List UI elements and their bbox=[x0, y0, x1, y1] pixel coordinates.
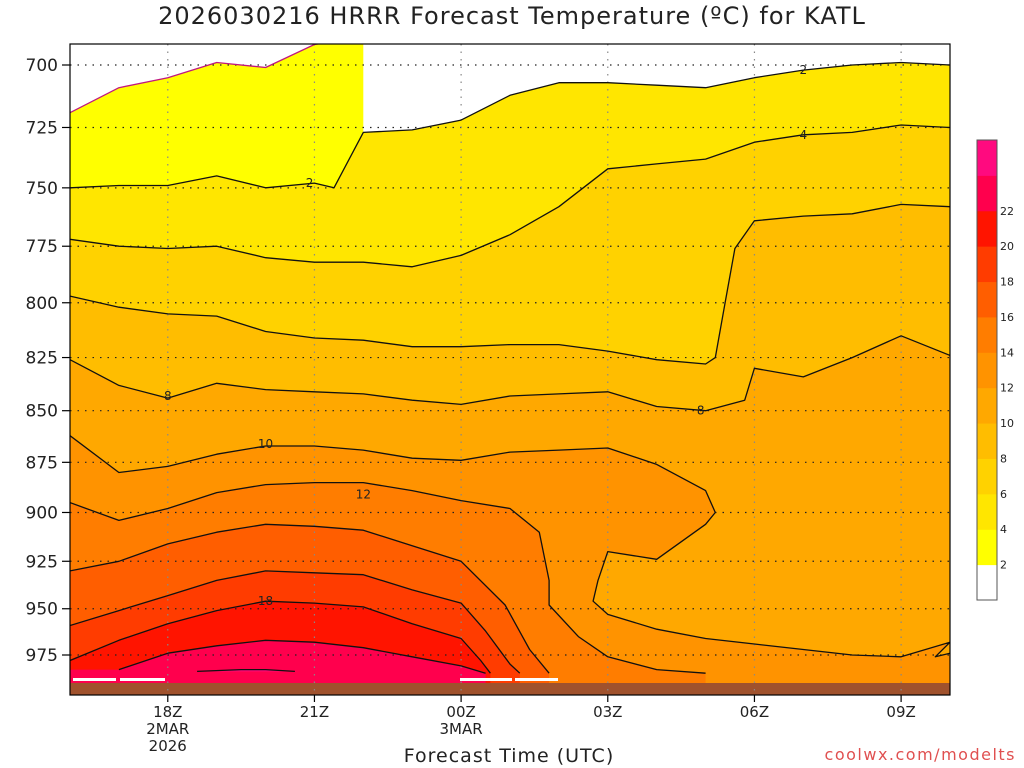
x-tick-year: 2026 bbox=[149, 737, 187, 755]
colorbar-label-4: 4 bbox=[1000, 523, 1007, 536]
x-axis-label: Forecast Time (UTC) bbox=[403, 745, 615, 767]
contour-line-4 bbox=[70, 124, 950, 268]
y-tick-label-925: 925 bbox=[26, 552, 58, 572]
y-tick-label-750: 750 bbox=[26, 179, 58, 199]
contour-label-2: 2 bbox=[800, 63, 808, 77]
colorbar-swatch-2 bbox=[977, 529, 997, 566]
x-tick-label-00Z: 00Z bbox=[446, 703, 475, 721]
contour-label-10: 10 bbox=[258, 437, 273, 451]
x-tick-label-18Z: 18Z bbox=[153, 703, 182, 721]
x-tick-date: 2MAR bbox=[146, 720, 189, 738]
colorbar-label-12: 12 bbox=[1000, 382, 1014, 395]
contour-label-18: 18 bbox=[258, 594, 273, 608]
y-tick-label-900: 900 bbox=[26, 503, 58, 523]
x-tick-label-06Z: 06Z bbox=[740, 703, 769, 721]
plot-frame bbox=[69, 43, 951, 696]
colorbar-swatch-0 bbox=[977, 564, 997, 601]
contour-labels: 2 2 4 8 8 10 12 18 bbox=[164, 63, 807, 608]
ground-surface bbox=[70, 683, 950, 695]
colorbar-swatch-20 bbox=[977, 210, 997, 247]
contour-line-22 bbox=[197, 668, 295, 673]
colorbar-label-2: 2 bbox=[1000, 559, 1007, 572]
colorbar-swatch-16 bbox=[977, 281, 997, 318]
colorbar-label-8: 8 bbox=[1000, 452, 1007, 465]
ground-band bbox=[70, 678, 950, 695]
contour-line-20 bbox=[118, 639, 486, 674]
x-tick-label-03Z: 03Z bbox=[593, 703, 622, 721]
x-tick-label-21Z: 21Z bbox=[300, 703, 329, 721]
colorbar-swatch-4 bbox=[977, 493, 997, 530]
surface-marker-0 bbox=[73, 678, 116, 681]
contour-line-14 bbox=[70, 523, 550, 674]
contour-label-12: 12 bbox=[356, 488, 371, 502]
colorbar-label-14: 14 bbox=[1000, 346, 1014, 359]
y-tick-label-700: 700 bbox=[26, 56, 58, 76]
contour-line-18 bbox=[70, 600, 491, 674]
contour-label-2: 2 bbox=[306, 176, 314, 190]
y-tick-label-950: 950 bbox=[26, 600, 58, 620]
surface-marker-3 bbox=[515, 678, 558, 681]
colorbar-swatch-8 bbox=[977, 423, 997, 459]
contour-line-12 bbox=[70, 481, 706, 674]
contour-label-4: 4 bbox=[800, 128, 808, 142]
y-tick-label-875: 875 bbox=[26, 453, 58, 473]
source-credit: coolwx.com/modelts bbox=[824, 745, 1016, 764]
colorbar-swatch-10 bbox=[977, 387, 997, 424]
contour-line-8 bbox=[70, 335, 950, 412]
y-tick-label-975: 975 bbox=[26, 646, 58, 666]
colorbar-swatch-24 bbox=[977, 140, 997, 176]
contour-line-2 bbox=[70, 61, 950, 189]
contour-line-6 bbox=[70, 203, 950, 365]
contour-label-8: 8 bbox=[697, 404, 705, 418]
colorbar-label-20: 20 bbox=[1000, 240, 1014, 253]
colorbar-swatch-6 bbox=[977, 458, 997, 495]
contour-lines bbox=[70, 44, 950, 674]
colorbar-label-16: 16 bbox=[1000, 311, 1014, 324]
y-tick-label-775: 775 bbox=[26, 237, 58, 257]
temperature-fills bbox=[70, 44, 950, 684]
colorbar-swatch-22 bbox=[977, 175, 997, 212]
colorbar: 2 4 6 8 10 12 14 16 18 20 22 bbox=[976, 139, 1014, 601]
surface-marker-2 bbox=[460, 678, 512, 681]
colorbar-label-10: 10 bbox=[1000, 417, 1014, 430]
x-tick-label-09Z: 09Z bbox=[886, 703, 915, 721]
y-tick-label-800: 800 bbox=[26, 294, 58, 314]
contour-line-10 bbox=[70, 435, 950, 658]
surface-marker-1 bbox=[120, 678, 165, 681]
contour-line-16 bbox=[70, 570, 521, 674]
y-tick-label-825: 825 bbox=[26, 349, 58, 369]
colorbar-label-22: 22 bbox=[1000, 205, 1014, 218]
colorbar-swatch-18 bbox=[977, 246, 997, 283]
colorbar-swatch-14 bbox=[977, 316, 997, 353]
x-tick-date: 3MAR bbox=[440, 720, 483, 738]
y-tick-label-725: 725 bbox=[26, 118, 58, 138]
y-tick-label-850: 850 bbox=[26, 402, 58, 422]
colorbar-frame bbox=[976, 139, 998, 601]
chart-title: 2026030216 HRRR Forecast Temperature (ºC… bbox=[158, 2, 866, 30]
colorbar-label-6: 6 bbox=[1000, 488, 1007, 501]
y-axis: 700 725 750 775 800 825 850 875 900 925 950 975 bbox=[26, 56, 70, 666]
colorbar-swatch-12 bbox=[977, 352, 997, 389]
colorbar-label-18: 18 bbox=[1000, 276, 1014, 289]
contour-label-8: 8 bbox=[164, 389, 172, 403]
